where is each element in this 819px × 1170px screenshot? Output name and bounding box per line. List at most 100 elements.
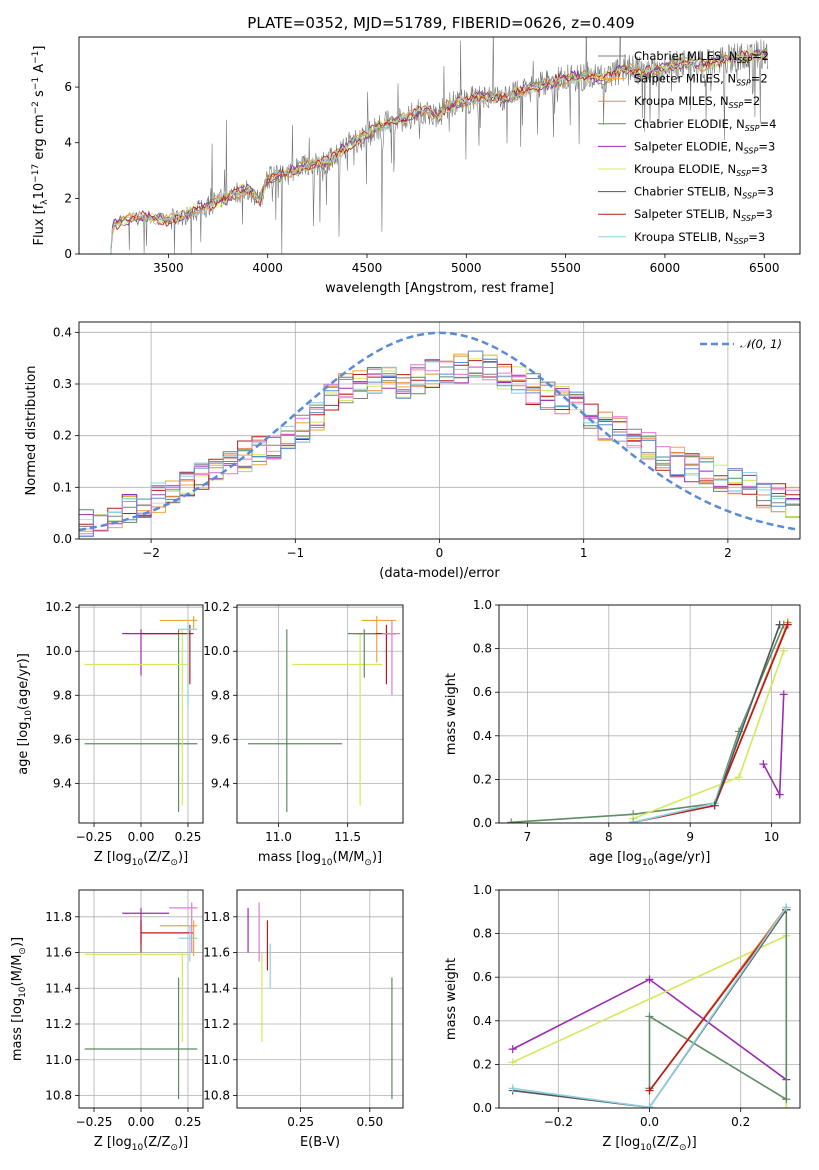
legend-tail: =2	[751, 72, 768, 86]
y-axis-label-end: )]	[10, 937, 25, 947]
y-tick-label: 0	[64, 247, 72, 261]
x-axis-label-text: E(B-V)	[300, 1135, 340, 1150]
y-tick-label: 11.2	[203, 1017, 230, 1031]
y-tick-label: 0.1	[53, 480, 72, 494]
x-axis-label-rest: (Z/Z	[143, 850, 170, 865]
legend-tail: =3	[756, 207, 773, 221]
y-tick-label: 0.8	[473, 927, 492, 941]
y-axis-label: mass [log10(M/M⊙)]	[10, 937, 28, 1061]
panel-6: 0.25 0.50 10.8 11.0 11.2 11.4 11.6 11.8 E(B-V)	[203, 889, 404, 1150]
y-tick-label: 1.0	[473, 883, 492, 897]
y-label-sup3: −1	[31, 77, 41, 90]
weight-line-chabrier_elodie	[648, 909, 788, 1101]
observed-spectrum	[110, 37, 769, 254]
y-tick-label: 0.4	[53, 325, 72, 339]
x-axis-label-text: wavelength [Angstrom, rest frame]	[325, 281, 554, 296]
y-label-sup4: −1	[31, 51, 41, 64]
legend-sub: SSP	[736, 79, 751, 88]
x-axis-label-end: )]	[178, 850, 188, 865]
panel-5: −0.25 0.00 0.25 10.8 11.0 11.2 11.4 11.6 11.8 Z […	[10, 889, 204, 1153]
x-axis-label-end: )]	[687, 1135, 697, 1150]
x-axis-label-sub: 10	[640, 1143, 652, 1153]
x-axis-label-sub: 10	[132, 858, 144, 868]
legend-tail: =3	[748, 230, 765, 244]
weight-marker	[645, 975, 654, 984]
y-label-sup2: −2	[31, 101, 41, 114]
y-tick-label: 0.0	[473, 1101, 492, 1115]
x-tick-label: 0	[436, 546, 444, 560]
model-spectrum-kroupa_stelib	[110, 50, 768, 254]
x-tick-label: 11.0	[265, 830, 292, 844]
x-tick-label: 4500	[352, 261, 383, 275]
weight-marker	[779, 646, 788, 655]
x-tick-label: 0.50	[356, 1115, 383, 1129]
legend-entry: Salpeter ELODIE, NSSP=3	[634, 139, 775, 155]
x-axis-label-sub: 10	[321, 858, 333, 868]
y-tick-label: 11.8	[45, 910, 72, 924]
x-tick-label: −1	[286, 546, 304, 560]
x-axis-label-text: Z [log	[94, 1135, 132, 1150]
y-axis-label-text: age [log	[16, 722, 31, 775]
x-axis-label-text: Z [log	[94, 850, 132, 865]
weight-marker	[645, 1086, 654, 1095]
weight-line-chabrier_stelib	[713, 624, 781, 806]
legend-entry: Chabrier STELIB, NSSP=3	[634, 185, 774, 201]
y-label-rest: 10	[32, 183, 47, 200]
y-axis-label: Normed distribution	[24, 366, 39, 496]
plot-area-7	[499, 890, 800, 1108]
y-axis-label-text: mass weight	[444, 673, 459, 755]
x-tick-label: 0.0	[640, 1115, 659, 1129]
y-tick-label: 9.4	[211, 776, 230, 790]
legend-sub: SSP	[742, 192, 757, 201]
weight-line-kroupa_miles	[633, 622, 789, 823]
y-tick-label: 9.6	[211, 732, 230, 746]
legend-entry: Kroupa STELIB, NSSP=3	[634, 230, 765, 246]
y-tick-label: 0.6	[473, 970, 492, 984]
y-axis-label-sub: 10	[24, 710, 34, 722]
x-tick-label: 3500	[153, 261, 184, 275]
x-tick-label: 0.25	[175, 1115, 202, 1129]
legend-tail: =3	[758, 139, 775, 153]
y-axis-label-text: Normed distribution	[24, 366, 39, 496]
legend-sub: SSP	[745, 124, 760, 133]
x-axis-label-sub2: ⊙	[364, 858, 372, 868]
y-label-a: A	[32, 64, 47, 77]
x-tick-label: 11.5	[334, 830, 361, 844]
weight-marker	[759, 760, 768, 769]
legend-label: Salpeter ELODIE, N	[634, 139, 744, 153]
weight-marker	[645, 1012, 654, 1021]
x-axis-label: age [log10(age/yr)]	[589, 850, 711, 868]
y-axis-label: Flux [fλ10−17 erg cm−2 s−1 A−1]	[31, 46, 50, 246]
legend-sub: SSP	[729, 101, 744, 110]
legend-sub: SSP	[737, 56, 752, 65]
y-tick-label: 9.8	[53, 688, 72, 702]
x-axis-label-sub2: ⊙	[170, 858, 178, 868]
y-tick-label: 10.2	[45, 600, 72, 614]
figure-title: PLATE=0352, MJD=51789, FIBERID=0626, z=0…	[247, 14, 634, 32]
legend-label: Salpeter MILES, N	[634, 72, 736, 86]
y-tick-label: 11.4	[45, 981, 72, 995]
legend-label: Chabrier STELIB, N	[634, 185, 742, 199]
axes-frame	[78, 36, 801, 255]
x-axis-label-rest: (Z/Z	[652, 1135, 679, 1150]
histogram-salpeter_stelib	[79, 360, 800, 532]
x-axis-label-sub: 10	[132, 1143, 144, 1153]
legend-tail: =2	[752, 49, 769, 63]
y-label-main: Flux [f	[32, 204, 47, 245]
y-tick-label: 11.0	[45, 1053, 72, 1067]
y-axis-label: age [log10(age/yr)]	[16, 653, 34, 775]
x-tick-label: 0.00	[128, 1115, 155, 1129]
weight-marker	[508, 1045, 517, 1054]
legend-entry: Salpeter MILES, NSSP=2	[634, 72, 768, 88]
legend-label: Chabrier ELODIE, N	[634, 117, 745, 131]
plot-area-5	[79, 890, 203, 1108]
y-axis-label: mass weight	[444, 673, 459, 755]
y-tick-label: 0.3	[53, 377, 72, 391]
y-tick-label: 0.2	[473, 1057, 492, 1071]
x-tick-label: 10	[764, 830, 779, 844]
legend-sub: SSP	[741, 214, 756, 223]
histogram-kroupa_stelib	[79, 358, 800, 530]
x-axis-label: Z [log10(Z/Z⊙)]	[94, 1135, 188, 1153]
weight-marker	[508, 1084, 517, 1093]
